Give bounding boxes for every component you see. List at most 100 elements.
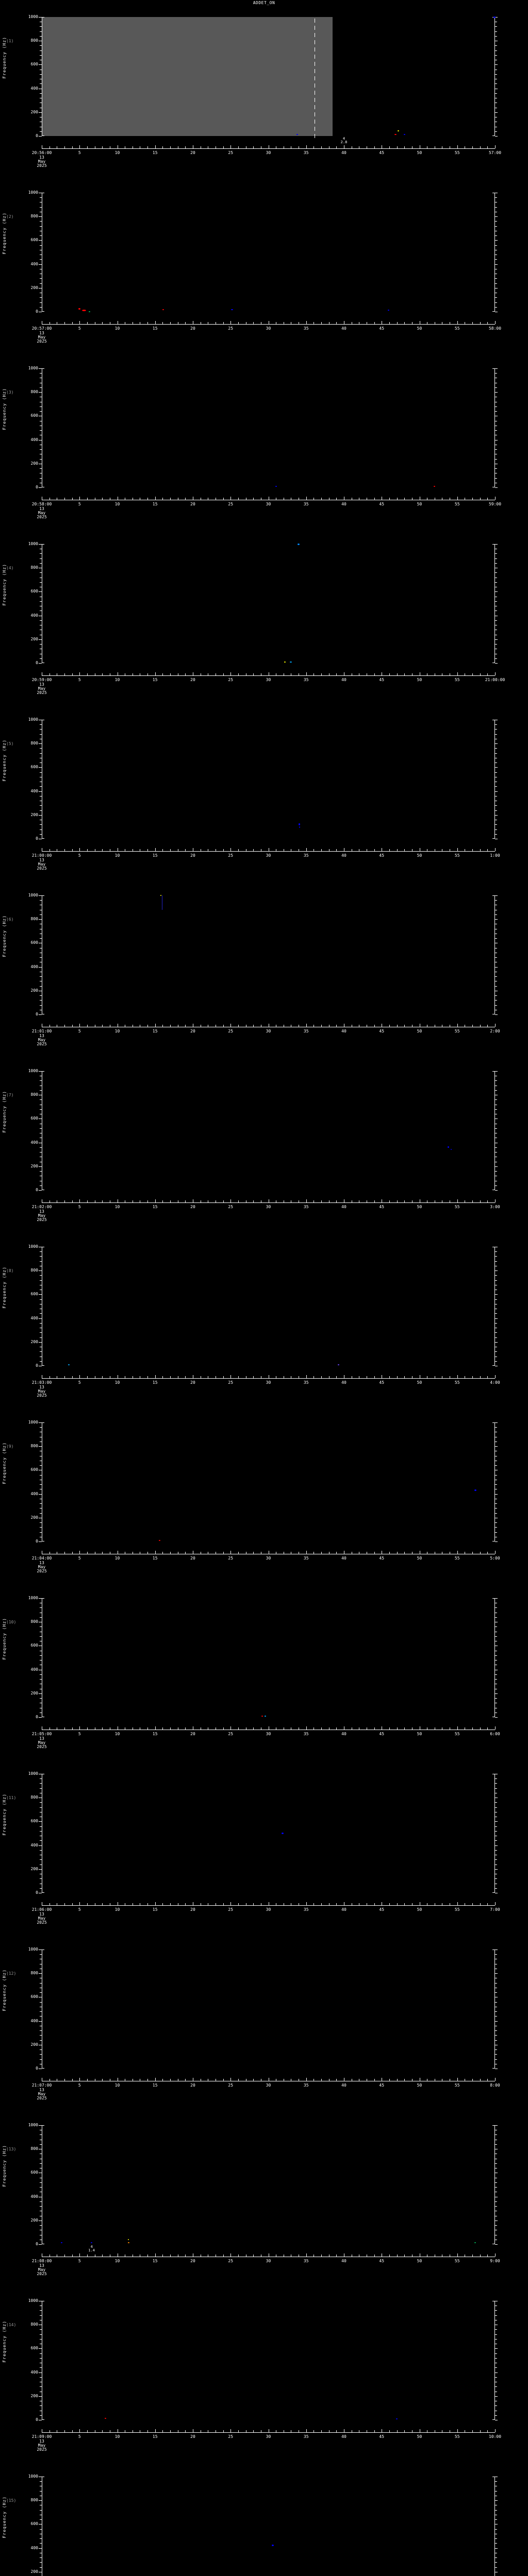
spectrogram-panel-8[interactable]: 0 200 400 600 800 1000 Frequency (Hz) (8) 21:03:… bbox=[0, 1235, 528, 1411]
plot-area-12[interactable] bbox=[42, 1950, 495, 2069]
detection-marker[interactable] bbox=[474, 1489, 476, 1492]
detection-marker[interactable] bbox=[403, 134, 405, 135]
x-tick-major bbox=[495, 321, 496, 324]
y-tick-minor bbox=[40, 207, 42, 208]
detection-marker[interactable] bbox=[282, 1833, 284, 1835]
detection-marker[interactable] bbox=[82, 310, 87, 312]
detection-marker[interactable] bbox=[447, 1146, 449, 1148]
detection-marker[interactable] bbox=[299, 826, 300, 828]
spectrogram-panel-5[interactable]: 0 200 400 600 800 1000 Frequency (Hz) (5) 21:00:… bbox=[0, 708, 528, 884]
x-tick-major bbox=[230, 1726, 232, 1730]
detection-marker[interactable] bbox=[160, 895, 162, 896]
detection-marker[interactable] bbox=[127, 2242, 129, 2244]
spectrogram-panel-9[interactable]: 0 200 400 600 800 1000 Frequency (Hz) (9) 21:04:… bbox=[0, 1411, 528, 1586]
detection-marker[interactable] bbox=[298, 544, 300, 546]
detection-marker[interactable] bbox=[284, 662, 286, 663]
detection-marker[interactable] bbox=[299, 823, 301, 826]
x-tick-major bbox=[457, 1726, 458, 1730]
plot-area-4[interactable] bbox=[42, 544, 495, 663]
spectrogram-panel-11[interactable]: 0 200 400 600 800 1000 Frequency (Hz) (11) 21:06… bbox=[0, 1762, 528, 1938]
x-tick-minor bbox=[480, 1552, 481, 1554]
detection-marker[interactable] bbox=[104, 2418, 106, 2419]
spectrogram-panel-4[interactable]: 0 200 400 600 800 1000 Frequency (Hz) (4) 20:59:… bbox=[0, 532, 528, 708]
y-tick-minor bbox=[40, 478, 42, 479]
detection-marker[interactable] bbox=[387, 309, 389, 311]
x-tick-minor bbox=[397, 146, 398, 148]
y-tick-minor-right bbox=[495, 1888, 497, 1889]
x-tick-minor bbox=[253, 1727, 254, 1730]
spectrogram-panel-12[interactable]: 0 200 400 600 800 1000 Frequency (Hz) (12) 21:07… bbox=[0, 1938, 528, 2113]
x-tick-minor bbox=[336, 322, 337, 324]
y-tick-minor-right bbox=[495, 1508, 497, 1509]
x-tick-minor bbox=[223, 2430, 224, 2432]
detection-marker[interactable] bbox=[275, 485, 277, 487]
detection-marker[interactable] bbox=[272, 2545, 274, 2547]
detection-marker[interactable] bbox=[78, 308, 81, 310]
spectrogram-panel-10[interactable]: 0 200 400 600 800 1000 Frequency (Hz) (10) 21:05… bbox=[0, 1586, 528, 1762]
detection-marker[interactable] bbox=[162, 309, 164, 311]
detection-marker[interactable] bbox=[68, 1364, 70, 1366]
plot-area-5[interactable] bbox=[42, 720, 495, 839]
plot-area-7[interactable] bbox=[42, 1071, 495, 1190]
plot-area-9[interactable] bbox=[42, 1422, 495, 1541]
x-tick-label: 5 bbox=[78, 502, 81, 506]
plot-area-3[interactable] bbox=[42, 368, 495, 487]
y-tick-minor bbox=[40, 724, 42, 725]
y-tick-minor bbox=[40, 1783, 42, 1784]
detection-marker[interactable] bbox=[474, 2242, 476, 2244]
x-tick-minor bbox=[102, 2430, 103, 2432]
plot-area-10[interactable] bbox=[42, 1598, 495, 1717]
x-axis-date: 13 May 2025 bbox=[37, 1209, 47, 1222]
detection-marker[interactable] bbox=[60, 2242, 62, 2243]
detection-marker[interactable] bbox=[397, 130, 399, 132]
x-tick-minor bbox=[389, 2430, 390, 2432]
spectrogram-panel-2[interactable]: 0 200 400 600 800 1000 Frequency (Hz) (2) 20:57:… bbox=[0, 181, 528, 357]
x-tick-minor bbox=[162, 1200, 163, 1202]
y-tick-major bbox=[39, 2348, 42, 2349]
detection-marker[interactable] bbox=[265, 1715, 267, 1717]
x-axis-date: 13 May 2025 bbox=[37, 1912, 47, 1925]
x-tick-minor bbox=[162, 1903, 163, 1905]
detection-marker[interactable] bbox=[231, 309, 234, 311]
y-tick-minor bbox=[40, 1527, 42, 1528]
plot-area-11[interactable] bbox=[42, 1774, 495, 1893]
detection-marker[interactable] bbox=[338, 1364, 340, 1366]
detection-marker[interactable] bbox=[261, 1715, 263, 1717]
spectrogram-panel-13[interactable]: 0 200 400 600 800 1000 Frequency (Hz) (13) 4 1.4 2… bbox=[0, 2113, 528, 2289]
detection-marker[interactable] bbox=[128, 2239, 129, 2240]
plot-area-15[interactable] bbox=[42, 2477, 495, 2576]
y-tick-minor bbox=[40, 957, 42, 958]
x-tick-label: 4:00 bbox=[490, 1380, 500, 1385]
detection-marker[interactable] bbox=[396, 2418, 398, 2419]
detection-marker[interactable] bbox=[88, 311, 90, 312]
y-tick-label: 800 bbox=[30, 389, 38, 395]
spectrogram-panel-1[interactable]: 0 200 400 600 800 1000 Frequency (Hz) (1) 4 2.8 20… bbox=[0, 5, 528, 181]
spectrogram-panel-14[interactable]: 0 200 400 600 800 1000 Frequency (Hz) (14) 21:09… bbox=[0, 2289, 528, 2465]
detection-marker[interactable] bbox=[493, 16, 496, 18]
x-tick-label: 30 bbox=[266, 1029, 271, 1033]
x-tick-minor bbox=[321, 849, 322, 851]
y-tick-right bbox=[495, 815, 498, 816]
x-tick-minor bbox=[102, 498, 103, 500]
plot-area-2[interactable] bbox=[42, 193, 495, 312]
y-tick-major bbox=[39, 1318, 42, 1319]
y-tick-minor-right bbox=[495, 2035, 497, 2036]
detection-marker[interactable] bbox=[296, 134, 298, 135]
spectrogram-panel-6[interactable]: 0 200 400 600 800 1000 Frequency (Hz) (6) 21:01:… bbox=[0, 884, 528, 1059]
plot-area-1[interactable] bbox=[42, 17, 495, 136]
detection-marker[interactable] bbox=[394, 134, 397, 135]
detection-marker[interactable] bbox=[91, 2242, 93, 2244]
x-tick-label: 25 bbox=[228, 1380, 234, 1385]
detection-marker[interactable] bbox=[159, 1539, 161, 1541]
plot-area-13[interactable] bbox=[42, 2125, 495, 2244]
detection-marker[interactable] bbox=[451, 1148, 452, 1150]
y-tick-label: 1000 bbox=[28, 893, 38, 897]
plot-area-14[interactable] bbox=[42, 2301, 495, 2420]
spectrogram-panel-7[interactable]: 0 200 400 600 800 1000 Frequency (Hz) (7) 21:02:… bbox=[0, 1059, 528, 1235]
spectrogram-panel-3[interactable]: 0 200 400 600 800 1000 Frequency (Hz) (3) 20:58:… bbox=[0, 357, 528, 532]
plot-area-8[interactable] bbox=[42, 1247, 495, 1366]
plot-area-6[interactable] bbox=[42, 895, 495, 1014]
detection-marker[interactable] bbox=[434, 486, 436, 487]
detection-marker[interactable] bbox=[290, 662, 292, 663]
